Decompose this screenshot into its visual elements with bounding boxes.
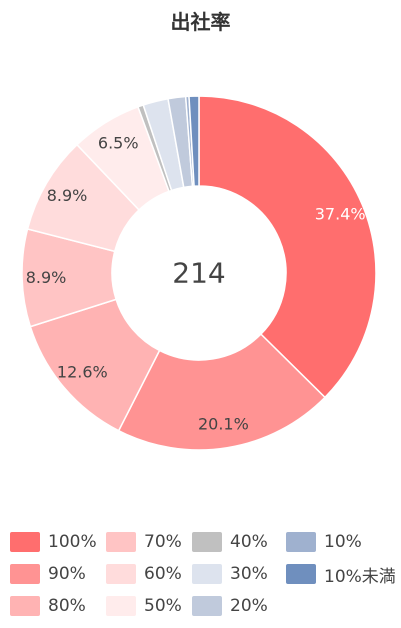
legend-item[interactable]: 20% — [192, 594, 268, 618]
legend-swatch — [10, 564, 40, 584]
legend-item[interactable]: 70% — [106, 530, 182, 554]
legend-item[interactable]: 80% — [10, 594, 86, 618]
legend-label: 80% — [48, 596, 86, 616]
legend-label: 60% — [144, 564, 182, 584]
slice-90%[interactable] — [117, 333, 327, 451]
legend-swatch — [10, 596, 40, 616]
legend-swatch — [10, 532, 40, 552]
legend-label: 10% — [324, 532, 362, 552]
legend-item[interactable]: 90% — [10, 562, 86, 586]
legend-item[interactable]: 30% — [192, 562, 268, 586]
legend-label: 70% — [144, 532, 182, 552]
legend-label: 20% — [230, 596, 268, 616]
legend: 100% 90% 80% 70% 60% 50% 40% 30% 20% 10% 10%未満 — [10, 530, 400, 626]
legend-swatch — [192, 564, 222, 584]
legend-label: 90% — [48, 564, 86, 584]
legend-label: 30% — [230, 564, 268, 584]
legend-swatch — [192, 596, 222, 616]
slice-10%未満[interactable] — [188, 95, 200, 187]
legend-label: 10%未満 — [324, 566, 396, 587]
legend-item[interactable]: 40% — [192, 530, 268, 554]
legend-swatch — [106, 596, 136, 616]
legend-swatch — [106, 564, 136, 584]
legend-swatch — [106, 532, 136, 552]
legend-swatch — [286, 564, 316, 584]
legend-item[interactable]: 50% — [106, 594, 182, 618]
slice-data-label: 12.6% — [57, 362, 108, 381]
slice-data-label: 8.9% — [47, 186, 88, 205]
chart-title: 出社率 — [170, 10, 231, 34]
slice-data-label: 37.4% — [315, 205, 366, 224]
legend-item[interactable]: 100% — [10, 530, 97, 554]
slice-100%[interactable] — [198, 95, 377, 399]
legend-swatch — [192, 532, 222, 552]
slice-data-label: 20.1% — [198, 415, 249, 434]
donut-chart: 37.4% 20.1% 12.6% 8.9% 8.9% 6.5% 214 — [21, 95, 377, 451]
legend-swatch — [286, 532, 316, 552]
legend-item[interactable]: 60% — [106, 562, 182, 586]
legend-label: 40% — [230, 532, 268, 552]
legend-item[interactable]: 10%未満 — [286, 562, 396, 587]
center-total-label: 214 — [172, 257, 225, 290]
slice-data-label: 6.5% — [98, 134, 139, 153]
legend-item[interactable]: 10% — [286, 530, 362, 554]
legend-label: 50% — [144, 596, 182, 616]
slice-data-label: 8.9% — [26, 268, 67, 287]
legend-label: 100% — [48, 532, 97, 552]
